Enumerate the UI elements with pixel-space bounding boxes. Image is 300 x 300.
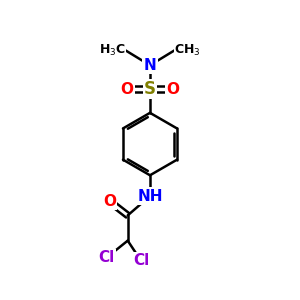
- Text: O: O: [120, 82, 133, 97]
- Text: O: O: [167, 82, 180, 97]
- Text: O: O: [103, 194, 116, 208]
- Text: CH$_3$: CH$_3$: [174, 43, 201, 58]
- Text: N: N: [144, 58, 156, 73]
- Text: NH: NH: [137, 189, 163, 204]
- Text: Cl: Cl: [98, 250, 114, 266]
- Text: S: S: [144, 80, 156, 98]
- Text: H$_3$C: H$_3$C: [99, 43, 126, 58]
- Text: Cl: Cl: [133, 254, 149, 268]
